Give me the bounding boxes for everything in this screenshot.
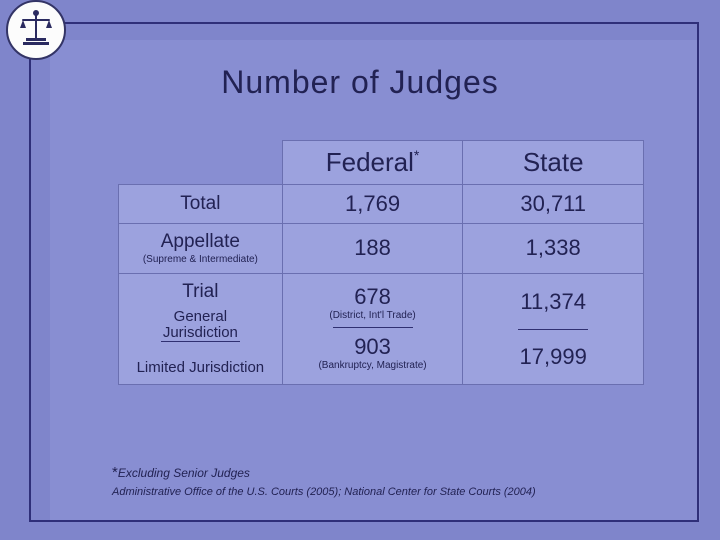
trial-general-label: General Jurisdiction (123, 309, 278, 342)
cell-total-federal: 1,769 (282, 185, 463, 224)
footnote-sources: Administrative Office of the U.S. Courts… (112, 486, 536, 498)
cell-appellate-federal: 188 (282, 224, 463, 274)
trial-limited-label: Limited Jurisdiction (123, 360, 278, 377)
trial-state-general: 11,374 (520, 289, 586, 314)
trial-federal-limited: 903 (354, 334, 391, 359)
column-header-federal: Federal* (282, 141, 463, 185)
cell-appellate-state: 1,338 (463, 224, 644, 274)
column-header-state: State (463, 141, 644, 185)
trial-federal-limited-note: (Bankruptcy, Magistrate) (283, 360, 463, 371)
cell-trial-state: 11,374 17,999 (463, 273, 644, 384)
appellate-label: Appellate (161, 231, 240, 252)
trial-federal-general-note: (District, Int'l Trade) (283, 310, 463, 321)
slide-stage: Number of Judges Federal* State Total 1,… (0, 0, 720, 540)
judges-table: Federal* State Total 1,769 30,711 Appell… (118, 140, 644, 385)
cell-trial-federal: 678 (District, Int'l Trade) 903 (Bankrup… (282, 273, 463, 384)
footnote-exclusion-text: Excluding Senior Judges (118, 466, 250, 480)
federal-label: Federal (326, 147, 414, 177)
row-label-trial: Trial General Jurisdiction Limited Juris… (119, 273, 283, 384)
row-label-appellate: Appellate (Supreme & Intermediate) (119, 224, 283, 274)
trial-state-limited: 17,999 (520, 344, 587, 369)
footnote-exclusion: *Excluding Senior Judges (112, 464, 250, 481)
divider-line (518, 329, 588, 330)
federal-asterisk: * (414, 147, 419, 163)
cell-total-state: 30,711 (463, 185, 644, 224)
slide-title: Number of Judges (0, 64, 720, 101)
blank-corner (119, 141, 283, 185)
trial-federal-general: 678 (354, 284, 391, 309)
trial-heading: Trial (182, 281, 218, 302)
row-label-total: Total (119, 185, 283, 224)
justice-logo-badge (6, 0, 66, 60)
appellate-subnote: (Supreme & Intermediate) (123, 254, 278, 265)
scales-icon (14, 8, 58, 52)
divider-line (333, 327, 413, 328)
